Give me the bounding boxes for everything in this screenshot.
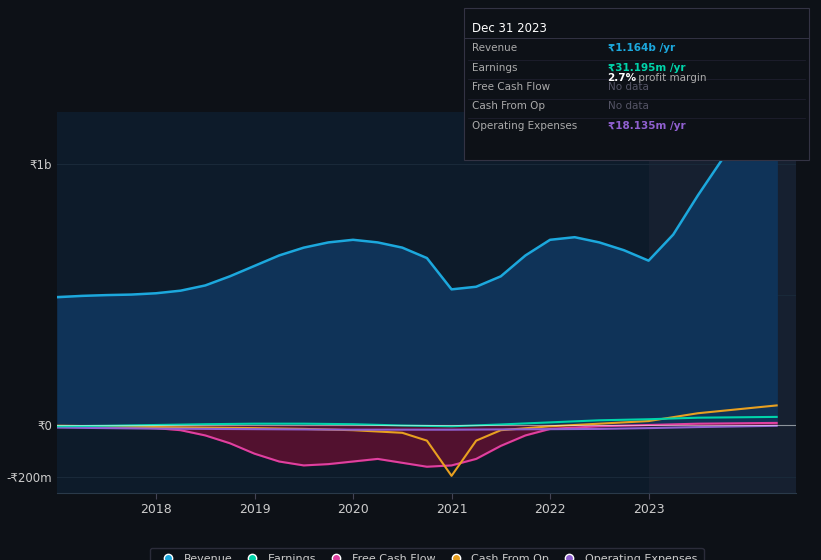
Legend: Revenue, Earnings, Free Cash Flow, Cash From Op, Operating Expenses: Revenue, Earnings, Free Cash Flow, Cash …	[150, 548, 704, 560]
Text: Operating Expenses: Operating Expenses	[472, 121, 577, 131]
Text: Cash From Op: Cash From Op	[472, 101, 545, 111]
Text: No data: No data	[608, 82, 649, 92]
Text: No data: No data	[608, 101, 649, 111]
Text: Free Cash Flow: Free Cash Flow	[472, 82, 550, 92]
Text: Revenue: Revenue	[472, 43, 517, 53]
Bar	[649, 112, 796, 493]
Text: ₹1.164b /yr: ₹1.164b /yr	[608, 43, 675, 53]
Text: 2.7%: 2.7%	[608, 73, 636, 83]
Text: ₹18.135m /yr: ₹18.135m /yr	[608, 121, 686, 131]
Text: Earnings: Earnings	[472, 63, 517, 73]
Text: profit margin: profit margin	[635, 73, 706, 83]
Text: Dec 31 2023: Dec 31 2023	[472, 22, 547, 35]
Text: ₹31.195m /yr: ₹31.195m /yr	[608, 63, 685, 73]
